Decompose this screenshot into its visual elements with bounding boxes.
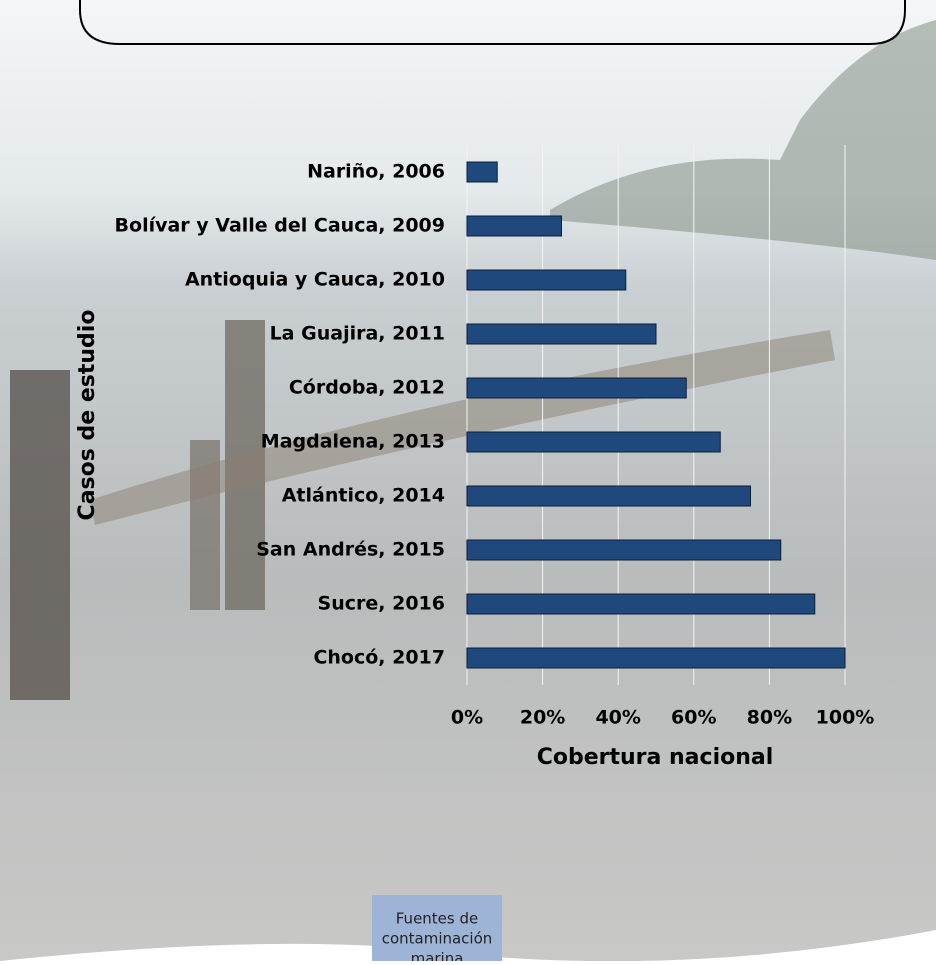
x-axis-title: Cobertura nacional (537, 745, 774, 770)
x-tick-label: 40% (595, 707, 640, 729)
bar (466, 269, 627, 291)
bar (466, 647, 846, 669)
bar (466, 161, 498, 183)
y-tick-label: San Andrés, 2015 (256, 539, 445, 561)
y-tick-label: Bolívar y Valle del Cauca, 2009 (115, 215, 445, 237)
bar (466, 431, 721, 453)
bar (466, 377, 687, 399)
x-tick-label: 0% (451, 707, 483, 729)
y-tick-label: Atlántico, 2014 (282, 485, 445, 507)
x-tick-label: 80% (747, 707, 792, 729)
y-tick-label: Sucre, 2016 (318, 593, 445, 615)
x-tick-label: 60% (671, 707, 716, 729)
y-tick-label: Chocó, 2017 (313, 647, 445, 669)
bar (466, 593, 816, 615)
top-box (79, 0, 906, 45)
y-tick-label: Córdoba, 2012 (289, 377, 445, 399)
post (10, 370, 70, 700)
bar (466, 323, 657, 345)
annotation-text: marina (411, 950, 464, 962)
x-tick-label: 20% (520, 707, 565, 729)
y-axis-title: Casos de estudio (75, 310, 100, 521)
bar (466, 539, 782, 561)
bottom-wave (0, 930, 936, 962)
y-tick-label: Magdalena, 2013 (261, 431, 445, 453)
annotation-text: Fuentes de (396, 910, 479, 928)
forest (550, 20, 936, 260)
y-tick-label: La Guajira, 2011 (270, 323, 445, 345)
bar (466, 485, 751, 507)
x-tick-label: 100% (816, 707, 875, 729)
bar (466, 215, 562, 237)
y-tick-label: Nariño, 2006 (307, 161, 445, 183)
annotation-box (372, 895, 502, 965)
annotation-text: contaminación (382, 930, 493, 948)
y-tick-label: Antioquia y Cauca, 2010 (185, 269, 445, 291)
